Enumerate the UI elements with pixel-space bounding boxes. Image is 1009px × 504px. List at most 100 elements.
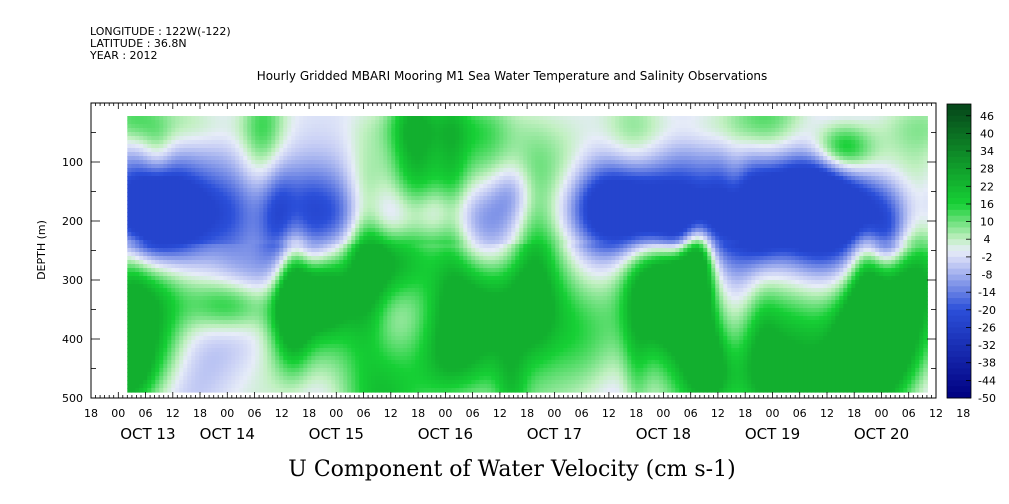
- heatmap-cell: [131, 140, 136, 145]
- heatmap-cell: [223, 384, 228, 389]
- heatmap-cell: [411, 164, 416, 169]
- heatmap-cell: [223, 204, 228, 209]
- heatmap-cell: [207, 340, 212, 345]
- heatmap-cell: [231, 172, 236, 177]
- heatmap-cell: [167, 364, 172, 369]
- heatmap-cell: [267, 180, 272, 185]
- heatmap-cell: [263, 252, 268, 257]
- heatmap-cell: [191, 216, 196, 221]
- heatmap-cell: [207, 304, 212, 309]
- heatmap-cell: [355, 176, 360, 181]
- heatmap-cell: [147, 140, 152, 145]
- heatmap-cell: [359, 300, 364, 305]
- heatmap-cell: [319, 220, 324, 225]
- heatmap-cell: [267, 276, 272, 281]
- heatmap-cell: [403, 120, 408, 125]
- heatmap-cell: [383, 284, 388, 289]
- heatmap-cell: [383, 216, 388, 221]
- heatmap-cell: [351, 364, 356, 369]
- heatmap-cell: [343, 176, 348, 181]
- heatmap-cell: [231, 332, 236, 337]
- heatmap-cell: [291, 132, 296, 137]
- heatmap-cell: [227, 384, 232, 389]
- heatmap-cell: [351, 196, 356, 201]
- heatmap-cell: [379, 352, 384, 357]
- heatmap-cell: [211, 280, 216, 285]
- heatmap-cell: [343, 180, 348, 185]
- heatmap-cell: [255, 268, 260, 273]
- heatmap-cell: [339, 316, 344, 321]
- heatmap-cell: [227, 360, 232, 365]
- heatmap-cell: [191, 252, 196, 257]
- heatmap-cell: [143, 260, 148, 265]
- heatmap-cell: [299, 376, 304, 381]
- heatmap-cell: [295, 360, 300, 365]
- heatmap-cell: [195, 288, 200, 293]
- heatmap-cell: [227, 336, 232, 341]
- heatmap-cell: [287, 248, 292, 253]
- heatmap-cell: [307, 120, 312, 125]
- heatmap-cell: [171, 376, 176, 381]
- heatmap-cell: [267, 160, 272, 165]
- heatmap-cell: [335, 240, 340, 245]
- heatmap-cell: [291, 336, 296, 341]
- heatmap-cell: [251, 332, 256, 337]
- heatmap-cell: [155, 276, 160, 281]
- heatmap-cell: [407, 272, 412, 277]
- heatmap-cell: [291, 236, 296, 241]
- heatmap-cell: [151, 272, 156, 277]
- heatmap-cell: [267, 364, 272, 369]
- heatmap-cell: [223, 376, 228, 381]
- heatmap-cell: [279, 240, 284, 245]
- heatmap-cell: [295, 376, 300, 381]
- heatmap-cell: [319, 344, 324, 349]
- heatmap-cell: [135, 128, 140, 133]
- heatmap-cell: [231, 236, 236, 241]
- heatmap-cell: [191, 180, 196, 185]
- heatmap-cell: [223, 216, 228, 221]
- heatmap-cell: [235, 364, 240, 369]
- heatmap-cell: [375, 340, 380, 345]
- heatmap-cell: [187, 204, 192, 209]
- heatmap-cell: [215, 240, 220, 245]
- heatmap-cell: [407, 132, 412, 137]
- heatmap-cell: [251, 264, 256, 269]
- heatmap-cell: [143, 364, 148, 369]
- heatmap-cell: [139, 172, 144, 177]
- heatmap-cell: [207, 332, 212, 337]
- heatmap-cell: [243, 340, 248, 345]
- heatmap-cell: [327, 120, 332, 125]
- heatmap-cell: [299, 116, 304, 121]
- heatmap-cell: [259, 288, 264, 293]
- heatmap-cell: [167, 388, 172, 393]
- heatmap-cell: [363, 212, 368, 217]
- heatmap-cell: [379, 152, 384, 157]
- heatmap-cell: [131, 132, 136, 137]
- heatmap-cell: [195, 212, 200, 217]
- heatmap-cell: [143, 332, 148, 337]
- heatmap-cell: [263, 384, 268, 389]
- heatmap-cell: [151, 184, 156, 189]
- heatmap-cell: [271, 232, 276, 237]
- heatmap-cell: [343, 172, 348, 177]
- heatmap-cell: [335, 384, 340, 389]
- heatmap-cell: [223, 356, 228, 361]
- heatmap-cell: [231, 252, 236, 257]
- heatmap-cell: [343, 336, 348, 341]
- heatmap-cell: [147, 156, 152, 161]
- heatmap-cell: [407, 340, 412, 345]
- heatmap-cell: [203, 344, 208, 349]
- heatmap-cell: [319, 348, 324, 353]
- heatmap-cell: [175, 304, 180, 309]
- heatmap-cell: [159, 260, 164, 265]
- heatmap-cell: [375, 116, 380, 121]
- heatmap-cell: [307, 244, 312, 249]
- heatmap-cell: [147, 380, 152, 385]
- heatmap-cell: [227, 216, 232, 221]
- heatmap-cell: [379, 208, 384, 213]
- heatmap-cell: [195, 176, 200, 181]
- heatmap-cell: [415, 172, 420, 177]
- heatmap-cell: [183, 228, 188, 233]
- heatmap-cell: [131, 380, 136, 385]
- heatmap-cell: [191, 324, 196, 329]
